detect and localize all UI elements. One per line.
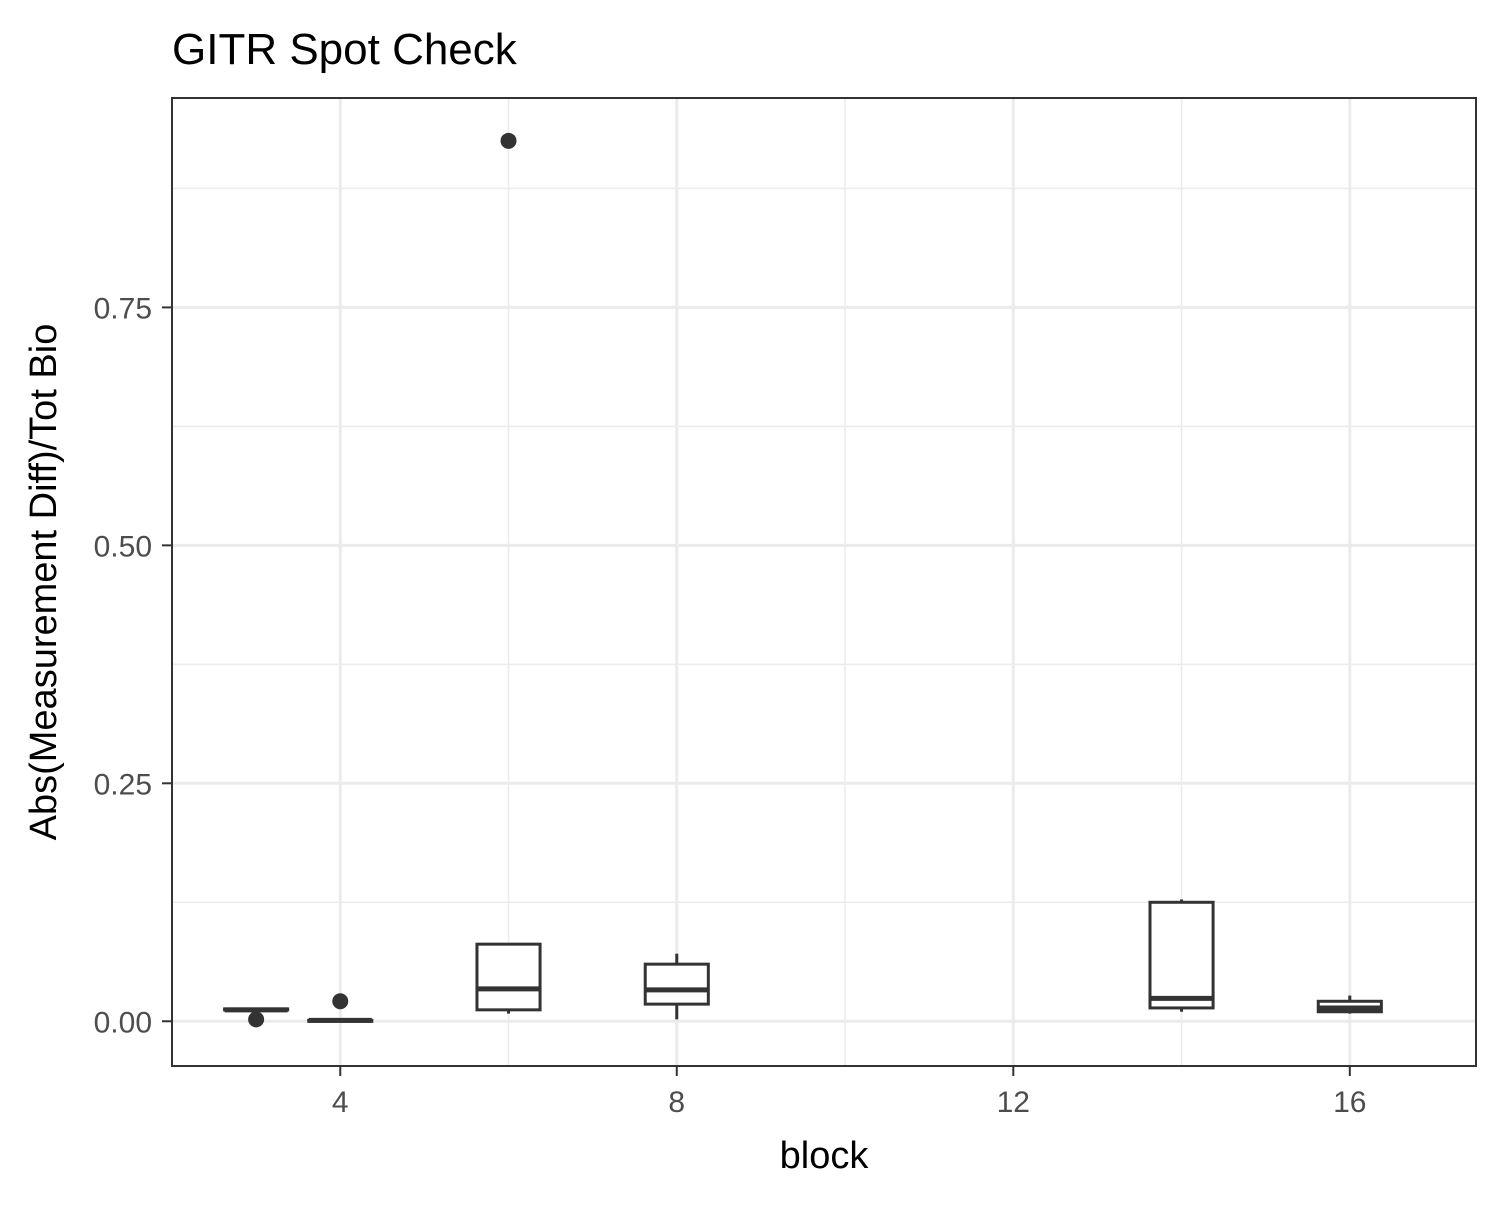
- y-axis: 0.00 0.25 0.50 0.75: [94, 292, 172, 1039]
- box-iqr: [1148, 900, 1215, 1010]
- x-axis: 4 8 12 16: [332, 1066, 1366, 1119]
- y-tick-label: 0.00: [94, 1006, 152, 1039]
- x-tick-label: 4: [332, 1086, 349, 1119]
- x-axis-label: block: [780, 1135, 870, 1177]
- grid-minor: [171, 98, 1476, 1066]
- box-group: [307, 993, 374, 1023]
- plot-border: [171, 97, 1477, 1067]
- outlier-point: [248, 1011, 265, 1028]
- y-tick-label: 0.75: [94, 292, 152, 325]
- box-group: [643, 953, 710, 1020]
- box-group: [223, 1007, 290, 1028]
- box-iqr: [643, 962, 710, 1006]
- plot-background: [172, 98, 1476, 1066]
- grid-major: [172, 98, 1476, 1066]
- outlier-point: [500, 132, 517, 149]
- outlier-point: [332, 993, 349, 1010]
- box-group: [1148, 899, 1215, 1012]
- x-tick-label: 8: [668, 1086, 685, 1119]
- boxes: [223, 132, 1383, 1028]
- x-tick-label: 12: [997, 1086, 1030, 1119]
- x-tick-label: 16: [1333, 1086, 1366, 1119]
- box-iqr: [475, 942, 542, 1012]
- box-group: [475, 132, 542, 1014]
- box-group: [1316, 995, 1383, 1014]
- y-tick-label: 0.25: [94, 768, 152, 801]
- chart-title: GITR Spot Check: [172, 25, 518, 74]
- y-axis-label: Abs(Measurement Diff)/Tot Bio: [23, 324, 65, 841]
- y-tick-label: 0.50: [94, 530, 152, 563]
